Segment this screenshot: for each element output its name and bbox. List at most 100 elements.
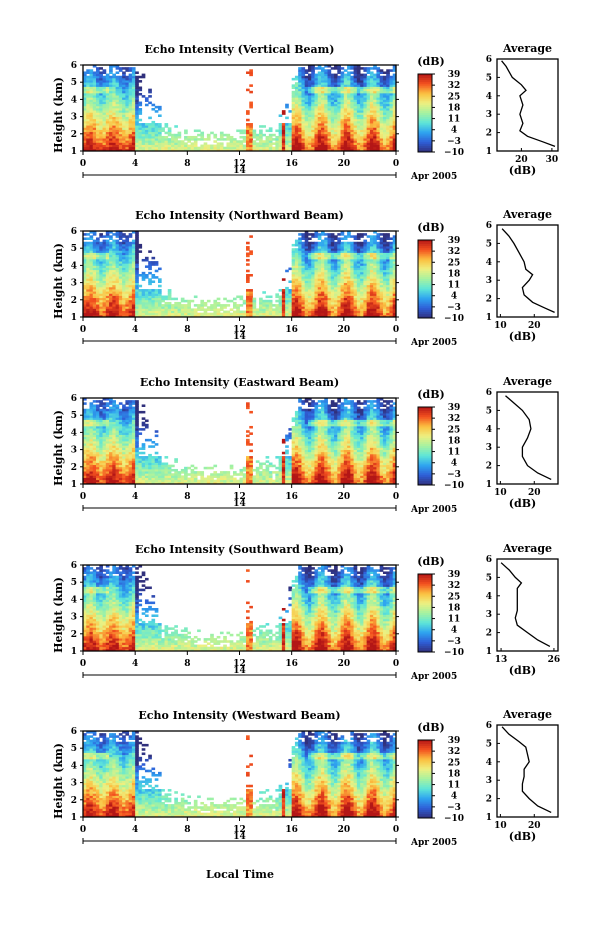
heatmap-cell [83,133,87,137]
heatmap-cell [330,133,335,137]
heatmap-cell [353,77,358,81]
heatmap-cell [389,77,394,81]
heatmap-cell [125,123,130,126]
heatmap-cell [360,77,364,81]
heatmap-cell [317,90,322,94]
heatmap-cell [96,146,100,150]
heatmap-cell [96,95,100,98]
heatmap-cell [366,69,371,72]
heatmap-cell [128,67,133,70]
heatmap-cell [294,123,299,126]
heatmap-cell [327,69,332,72]
heatmap-cell [307,135,312,139]
heatmap-cell [278,295,283,299]
heatmap-cell [392,86,397,90]
heatmap-cell [122,233,126,236]
heatmap-cell [360,112,364,115]
heatmap-cell [366,241,371,245]
heatmap-cell [197,304,201,307]
heatmap-cell [177,133,182,137]
heatmap-cell [89,80,94,83]
heatmap-cell [356,116,361,120]
heatmap-cell [135,95,139,98]
heatmap-cell [321,86,325,90]
heatmap-cell [379,142,384,145]
heatmap-cell [392,135,397,139]
heatmap-cell [340,84,345,87]
heatmap-cell [138,108,143,111]
heatmap-cell [249,274,253,277]
heatmap-cell [96,131,100,135]
heatmap-cell [219,131,224,135]
heatmap-cell [369,77,374,81]
heatmap-cell [294,86,299,90]
heatmap-cell [144,123,149,126]
heatmap-cell [99,116,103,120]
heatmap-cell [109,105,113,109]
heatmap-cell [141,148,146,152]
heatmap-cell [125,129,130,133]
heatmap-cell [135,133,139,137]
heatmap-cell [118,75,123,79]
heatmap-cell [122,108,126,111]
heatmap-cell [86,88,90,92]
heatmap-cell [304,101,309,105]
heatmap-cell [330,73,335,77]
heatmap-cell [105,138,110,141]
heatmap-cell [327,82,332,85]
heatmap-cell [337,75,341,79]
heatmap-cell [148,250,152,253]
heatmap-cell [301,84,306,87]
heatmap-cell [226,144,231,148]
heatmap-cell [340,142,345,145]
heatmap-cell [353,135,358,139]
heatmap-cell [89,133,94,137]
heatmap-cell [307,112,312,115]
heatmap-cell [125,116,130,120]
heatmap-cell [350,77,355,81]
heatmap-cell [118,135,123,139]
heatmap-cell [83,101,87,105]
heatmap-cell [174,140,178,143]
heatmap-cell [86,82,90,85]
heatmap-cell [122,120,126,124]
heatmap-cell [324,123,328,126]
heatmap-cell [164,146,169,150]
heatmap-cell [307,65,312,68]
heatmap-cell [193,129,198,133]
average-y-tick-label: 5 [486,73,492,83]
heatmap-cell [350,116,355,120]
heatmap-cell [307,99,312,102]
heatmap-cell [161,304,165,307]
heatmap-cell [366,123,371,126]
heatmap-cell [340,80,345,83]
heatmap-cell [118,69,123,72]
heatmap-cell [83,99,87,102]
heatmap-cell [118,67,123,70]
heatmap-cell [356,129,361,133]
heatmap-cell [89,71,94,74]
heatmap-cell [334,125,338,128]
heatmap-cell [86,90,90,94]
heatmap-cell [128,116,133,120]
heatmap-cell [301,135,306,139]
heatmap-cell [197,148,201,152]
heatmap-cell [89,88,94,92]
heatmap-cell [314,114,319,117]
heatmap-cell [298,120,302,124]
heatmap-cell [291,95,296,98]
heatmap-cell [249,90,253,94]
heatmap-cell [311,86,315,90]
heatmap-cell [109,90,113,94]
heatmap-cell [278,146,283,150]
heatmap-cell [151,274,156,277]
heatmap-cell [330,82,335,85]
heatmap-cell [99,88,103,92]
heatmap-cell [327,138,332,141]
heatmap-cell [128,233,133,236]
heatmap-cell [229,142,234,145]
heatmap-cell [294,82,299,85]
heatmap-cell [109,116,113,120]
heatmap-cell [389,114,394,117]
heatmap-cell [288,144,293,148]
